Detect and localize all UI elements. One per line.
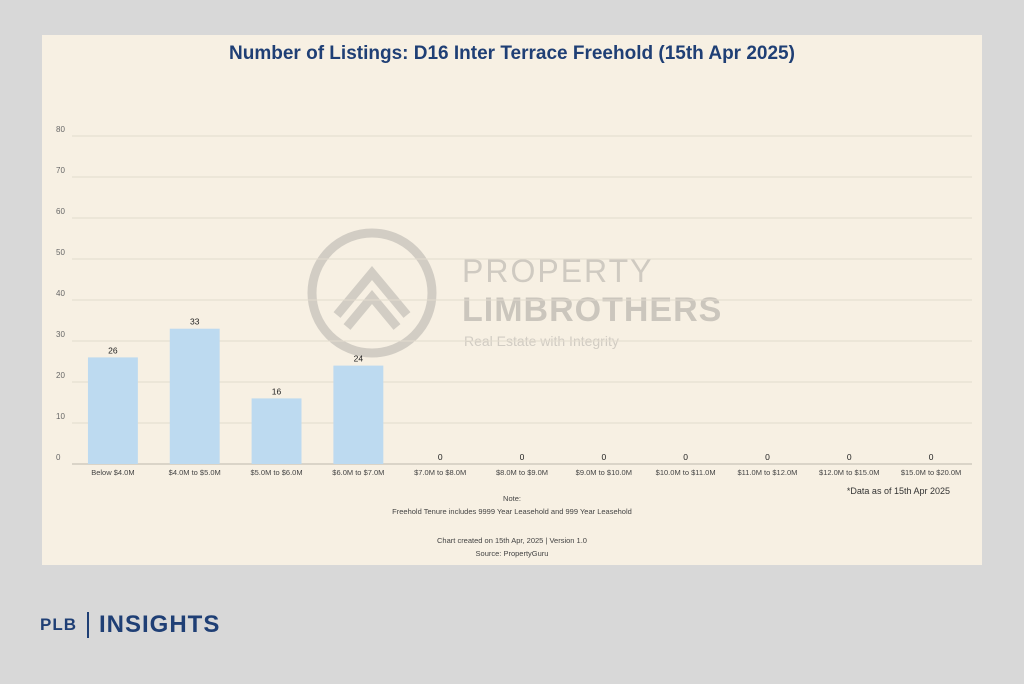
x-tick-label: $12.0M to $15.0M bbox=[819, 468, 879, 477]
brand-logo: PLB INSIGHTS bbox=[40, 610, 220, 640]
y-tick-label: 0 bbox=[56, 453, 61, 462]
data-label: 16 bbox=[272, 386, 282, 396]
data-label: 0 bbox=[847, 452, 852, 462]
note-block: Note: Freehold Tenure includes 9999 Year… bbox=[42, 492, 982, 518]
y-tick-label: 50 bbox=[56, 248, 65, 257]
x-tick-label: $6.0M to $7.0M bbox=[332, 468, 384, 477]
bar-chart: 0 10 20 30 40 50 60 70 80 26 Below $4.0M 33 $4.0M to… bbox=[56, 125, 972, 477]
x-tick-label: $9.0M to $10.0M bbox=[576, 468, 632, 477]
chart-title: Number of Listings: D16 Inter Terrace Fr… bbox=[229, 43, 795, 64]
data-label: 26 bbox=[108, 345, 118, 355]
y-tick-label: 60 bbox=[56, 207, 65, 216]
bar bbox=[169, 328, 220, 464]
credits-block: Chart created on 15th Apr, 2025 | Versio… bbox=[42, 534, 982, 560]
brand-left: PLB bbox=[40, 615, 77, 634]
x-tick-label: $11.0M to $12.0M bbox=[738, 468, 798, 477]
y-tick-label: 30 bbox=[56, 330, 65, 339]
y-tick-label: 10 bbox=[56, 412, 65, 421]
y-tick-label: 40 bbox=[56, 289, 65, 298]
brand-right: INSIGHTS bbox=[99, 611, 221, 638]
data-label: 0 bbox=[765, 452, 770, 462]
data-label: 0 bbox=[683, 452, 688, 462]
data-label: 0 bbox=[929, 452, 934, 462]
x-tick-label: $10.0M to $11.0M bbox=[656, 468, 716, 477]
bar bbox=[87, 357, 138, 464]
bar bbox=[251, 398, 302, 464]
created-text: Chart created on 15th Apr, 2025 | Versio… bbox=[437, 536, 587, 545]
x-tick-label: Below $4.0M bbox=[91, 468, 134, 477]
source-text: Source: PropertyGuru bbox=[475, 549, 549, 558]
bar bbox=[333, 365, 384, 464]
note-label: Note: bbox=[503, 494, 521, 503]
chart-card: Number of Listings: D16 Inter Terrace Fr… bbox=[42, 35, 982, 565]
x-tick-label: $5.0M to $6.0M bbox=[250, 468, 302, 477]
x-tick-label: $4.0M to $5.0M bbox=[169, 468, 221, 477]
x-tick-label: $8.0M to $9.0M bbox=[496, 468, 548, 477]
note-text: Freehold Tenure includes 9999 Year Lease… bbox=[392, 507, 632, 516]
data-label: 0 bbox=[601, 452, 606, 462]
x-tick-label: $15.0M to $20.0M bbox=[901, 468, 961, 477]
data-label: 33 bbox=[190, 317, 200, 327]
brand-separator bbox=[87, 612, 89, 638]
y-tick-label: 80 bbox=[56, 125, 65, 134]
x-tick-label: $7.0M to $8.0M bbox=[414, 468, 466, 477]
data-label: 0 bbox=[520, 452, 525, 462]
data-label: 24 bbox=[354, 354, 364, 364]
y-tick-label: 70 bbox=[56, 166, 65, 175]
y-tick-label: 20 bbox=[56, 371, 65, 380]
data-as-of-note: *Data as of 15th Apr 2025 bbox=[846, 486, 950, 496]
data-label: 0 bbox=[438, 452, 443, 462]
